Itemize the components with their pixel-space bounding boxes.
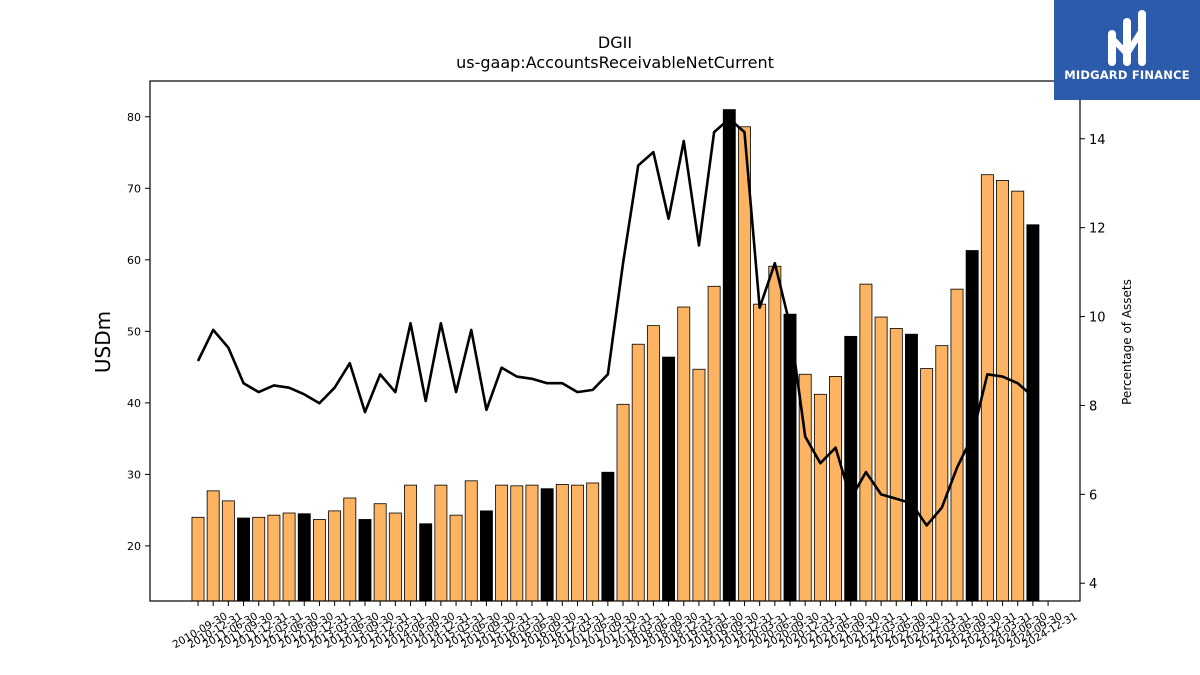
y-tick-label: 50 xyxy=(127,325,141,338)
bar xyxy=(510,485,524,602)
bar xyxy=(586,482,600,602)
bar xyxy=(267,514,281,602)
bar xyxy=(707,285,721,602)
bar xyxy=(555,484,569,602)
bar xyxy=(829,376,843,602)
logo-text: MIDGARD FINANCE xyxy=(1064,68,1190,82)
bar xyxy=(677,306,691,602)
bar xyxy=(297,513,311,602)
bar xyxy=(920,368,934,602)
y2-tick-label: 10 xyxy=(1089,311,1106,326)
y-tick-label: 60 xyxy=(127,254,141,267)
y-tick-label: 70 xyxy=(127,182,141,195)
midgard-logo-icon xyxy=(1108,10,1146,66)
bar xyxy=(221,500,235,602)
bar xyxy=(889,328,903,602)
bar xyxy=(692,368,706,602)
bar xyxy=(419,523,433,602)
bar xyxy=(479,510,493,602)
bar xyxy=(434,484,448,602)
bar xyxy=(237,517,250,602)
bar xyxy=(540,488,554,602)
bar xyxy=(449,514,463,602)
bar xyxy=(1026,224,1040,602)
y2-tick-label: 14 xyxy=(1089,133,1106,148)
bar xyxy=(252,516,266,602)
bar xyxy=(571,484,584,602)
bar xyxy=(722,109,736,602)
y-tick-label: 40 xyxy=(127,397,141,410)
y2-axis-label: Percentage of Assets xyxy=(1120,279,1134,405)
y2-tick-label: 12 xyxy=(1089,222,1106,237)
bar xyxy=(646,325,660,602)
y-tick-label: 30 xyxy=(127,468,141,481)
plot-frame xyxy=(149,80,1081,602)
bar xyxy=(191,516,205,602)
bar xyxy=(935,345,949,602)
bar xyxy=(388,512,402,602)
y-tick-label: 20 xyxy=(127,540,141,553)
bar xyxy=(495,484,509,602)
bar xyxy=(601,471,615,602)
bar xyxy=(813,393,827,602)
bar xyxy=(859,283,873,602)
bar xyxy=(662,356,676,602)
bar xyxy=(404,484,417,602)
bar xyxy=(312,519,326,602)
bar xyxy=(996,180,1009,602)
bar xyxy=(464,480,478,602)
y2-tick-label: 4 xyxy=(1089,577,1097,592)
chart-title: DGII xyxy=(598,33,632,52)
y-axis-label: USDm xyxy=(91,311,115,373)
bar xyxy=(631,343,645,602)
bar xyxy=(525,484,539,602)
bar xyxy=(343,497,357,602)
bar xyxy=(874,316,888,602)
y2-tick-label: 6 xyxy=(1089,488,1097,503)
bar xyxy=(282,512,296,602)
bar xyxy=(373,503,387,602)
bar xyxy=(328,510,342,602)
chart-subtitle: us-gaap:AccountsReceivableNetCurrent xyxy=(456,53,774,72)
percentage-line xyxy=(196,117,1034,527)
bar xyxy=(753,303,767,602)
line-series xyxy=(196,117,1034,527)
bar xyxy=(1011,190,1025,602)
bar xyxy=(738,126,751,602)
bar xyxy=(844,335,858,602)
bar xyxy=(206,490,220,602)
bar xyxy=(965,250,979,602)
y-axis-ticks: 20 30 40 50 60 70 80 xyxy=(127,111,150,553)
x-axis-ticks: 2010-09-302010-12-312011-06-302011-09-30… xyxy=(171,601,1080,651)
bar xyxy=(950,288,964,602)
bar xyxy=(768,265,782,602)
bar xyxy=(905,333,918,602)
bar-series xyxy=(191,109,1040,602)
y-tick-label: 80 xyxy=(127,111,141,124)
y2-axis-ticks: 4 6 8 10 12 14 xyxy=(1080,133,1106,592)
y2-tick-label: 8 xyxy=(1089,399,1097,414)
midgard-finance-logo: MIDGARD FINANCE xyxy=(1054,0,1200,100)
bar xyxy=(358,519,372,602)
bar xyxy=(616,403,630,602)
